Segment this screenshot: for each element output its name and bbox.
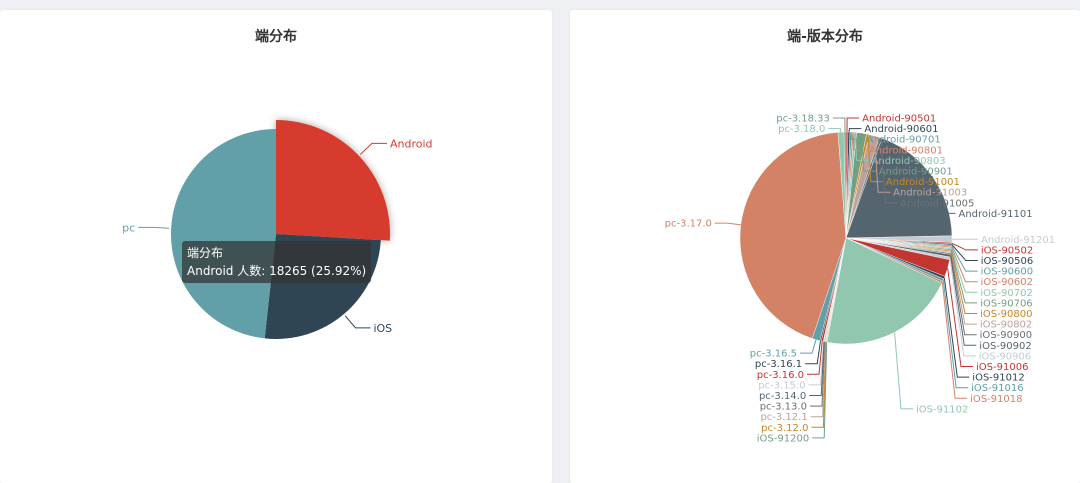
pie-label-ios-90702: iOS-90702 (980, 288, 1032, 299)
chart-title: 端-版本分布 (787, 29, 863, 45)
label-line-android-91001 (867, 134, 883, 183)
pie-label-ios-90602: iOS-90602 (981, 277, 1033, 288)
pie-label-ios-90906: iOS-90906 (979, 351, 1031, 362)
label-line-ios-90502 (951, 242, 978, 251)
pie-label-ios-91016: iOS-91016 (971, 383, 1023, 394)
label-line-pc-3-12-0 (811, 342, 827, 428)
label-line-pc-3-16-0 (807, 341, 823, 375)
label-line-android-90701 (850, 132, 864, 140)
label-line-ios-91102 (894, 332, 913, 410)
label-line-ios-90906 (949, 258, 976, 357)
pie-label-ios-91102: iOS-91102 (916, 404, 968, 415)
label-line-pc-3-13-0 (810, 341, 826, 407)
label-line-android-90803 (854, 132, 869, 161)
label-line-ios-90802 (950, 252, 977, 325)
label-line-ios-90800 (950, 251, 978, 314)
pie-label-ios-91200: iOS-91200 (757, 433, 809, 444)
label-line-ios-91012 (943, 277, 970, 378)
tooltip-value: Android 人数: 18265 (25.92%) (187, 264, 367, 278)
label-line-android (360, 142, 387, 155)
pie-label-pc: pc (122, 221, 135, 234)
pie-card-version: 端-版本分布 Android-90501 Android-90601 Android… (570, 10, 1080, 483)
label-line-ios-90600 (951, 245, 978, 272)
label-line-android-90801 (852, 132, 866, 151)
pie-label-pc-3-16-0: pc-3.16.0 (757, 370, 804, 381)
pie-label-pc-3-17-0: pc-3.17.0 (665, 219, 712, 230)
label-line-ios-91016 (942, 280, 969, 389)
label-line-ios-90602 (951, 247, 978, 283)
label-line-ios-90702 (951, 248, 978, 293)
pie-slice-pc-3-17-0[interactable] (739, 132, 847, 339)
label-line-android-91101 (931, 176, 956, 214)
label-line-android-90501 (846, 117, 860, 133)
label-line-android-91003 (873, 135, 891, 193)
pie-card-platform: 端分布 Android iOS pc 端分布 Android 人数: 18265 (… (0, 10, 552, 483)
pie-label-pc-3-13-0: pc-3.13.0 (760, 402, 807, 413)
pie-label-android-90803: Android-90803 (872, 156, 946, 167)
pie-slice-android[interactable] (276, 120, 391, 241)
pie-label-ios-90902: iOS-90902 (979, 341, 1031, 352)
label-line-android-90901 (861, 133, 876, 172)
pie-label-android-90501: Android-90501 (862, 114, 936, 125)
label-line-pc-3-15-0 (808, 341, 824, 386)
pie-label-ios-90706: iOS-90706 (980, 298, 1032, 309)
chart-title: 端分布 (255, 29, 297, 45)
tooltip: 端分布 Android 人数: 18265 (25.92%) (182, 241, 372, 283)
pie-label-android-91101: Android-91101 (959, 209, 1033, 220)
label-line-ios-91200 (812, 342, 828, 439)
pie-label-pc-3-12-0: pc-3.12.0 (761, 423, 808, 434)
pie-slice-pc-3-18-33[interactable] (843, 131, 847, 239)
pie-label-pc-3-18-33: pc-3.18.33 (776, 114, 830, 125)
label-line-pc-3-18-33 (832, 117, 846, 133)
pie-slice-pc[interactable] (170, 128, 276, 339)
pie-label-pc-3-18-0: pc-3.18.0 (778, 124, 825, 135)
pie-label-ios-91018: iOS-91018 (970, 394, 1022, 405)
pie-label-ios-90600: iOS-90600 (981, 267, 1033, 278)
label-line-ios-90506 (951, 244, 978, 261)
pie-label-ios-91012: iOS-91012 (972, 373, 1024, 384)
pie-slice-ios-91102[interactable] (826, 237, 943, 345)
label-line-pc (138, 226, 170, 229)
label-line-pc-3-16-5 (800, 339, 817, 354)
pie-label-ios-90506: iOS-90506 (981, 256, 1033, 267)
label-line-pc-3-18-0 (828, 128, 842, 133)
label-line-pc-3-16-1 (805, 340, 821, 365)
pie-label-ios-90900: iOS-90900 (980, 330, 1032, 341)
pie-label-pc-3-14-0: pc-3.14.0 (759, 391, 806, 402)
pie-label-ios-90802: iOS-90802 (980, 320, 1032, 331)
pie-label-android-90601: Android-90601 (864, 124, 938, 135)
label-line-ios-90900 (950, 253, 977, 336)
pie-label-ios-90502: iOS-90502 (981, 245, 1033, 256)
version-pie-chart[interactable]: Android-90501Android-90601Android-90701A… (570, 10, 1080, 483)
tooltip-title: 端分布 (187, 246, 224, 260)
label-line-pc-3-17-0 (714, 222, 741, 226)
pie-label-ios: iOS (373, 322, 392, 335)
pie-label-android-91003: Android-91003 (893, 188, 967, 199)
pie-label-android-91001: Android-91001 (886, 177, 960, 188)
label-line-ios-90902 (950, 255, 977, 346)
pie-label-ios-90800: iOS-90800 (980, 309, 1032, 320)
label-line-ios-91006 (947, 268, 973, 367)
pie-label-pc-3-16-5: pc-3.16.5 (750, 349, 797, 360)
label-line-pc-3-14-0 (809, 341, 825, 396)
label-line-android-91005 (880, 137, 898, 204)
pie-label-android-90901: Android-90901 (879, 167, 953, 178)
label-line-ios (344, 315, 371, 329)
pie-label-pc-3-12-1: pc-3.12.1 (760, 412, 807, 423)
pie-label-android: Android (390, 137, 433, 150)
pie-label-pc-3-16-1: pc-3.16.1 (755, 359, 802, 370)
pie-label-android-91005: Android-91005 (900, 198, 974, 209)
pie-label-android-90701: Android-90701 (867, 135, 941, 146)
label-line-pc-3-12-1 (810, 341, 826, 418)
label-line-ios-90706 (950, 249, 978, 304)
pie-label-pc-3-15-0: pc-3.15.0 (758, 380, 805, 391)
label-line-ios-91018 (941, 282, 968, 399)
pie-label-ios-91006: iOS-91006 (976, 362, 1028, 373)
pie-label-android-90801: Android-90801 (869, 145, 943, 156)
label-line-android-90601 (848, 128, 862, 133)
pie-label-android-91201: Android-91201 (981, 235, 1055, 246)
